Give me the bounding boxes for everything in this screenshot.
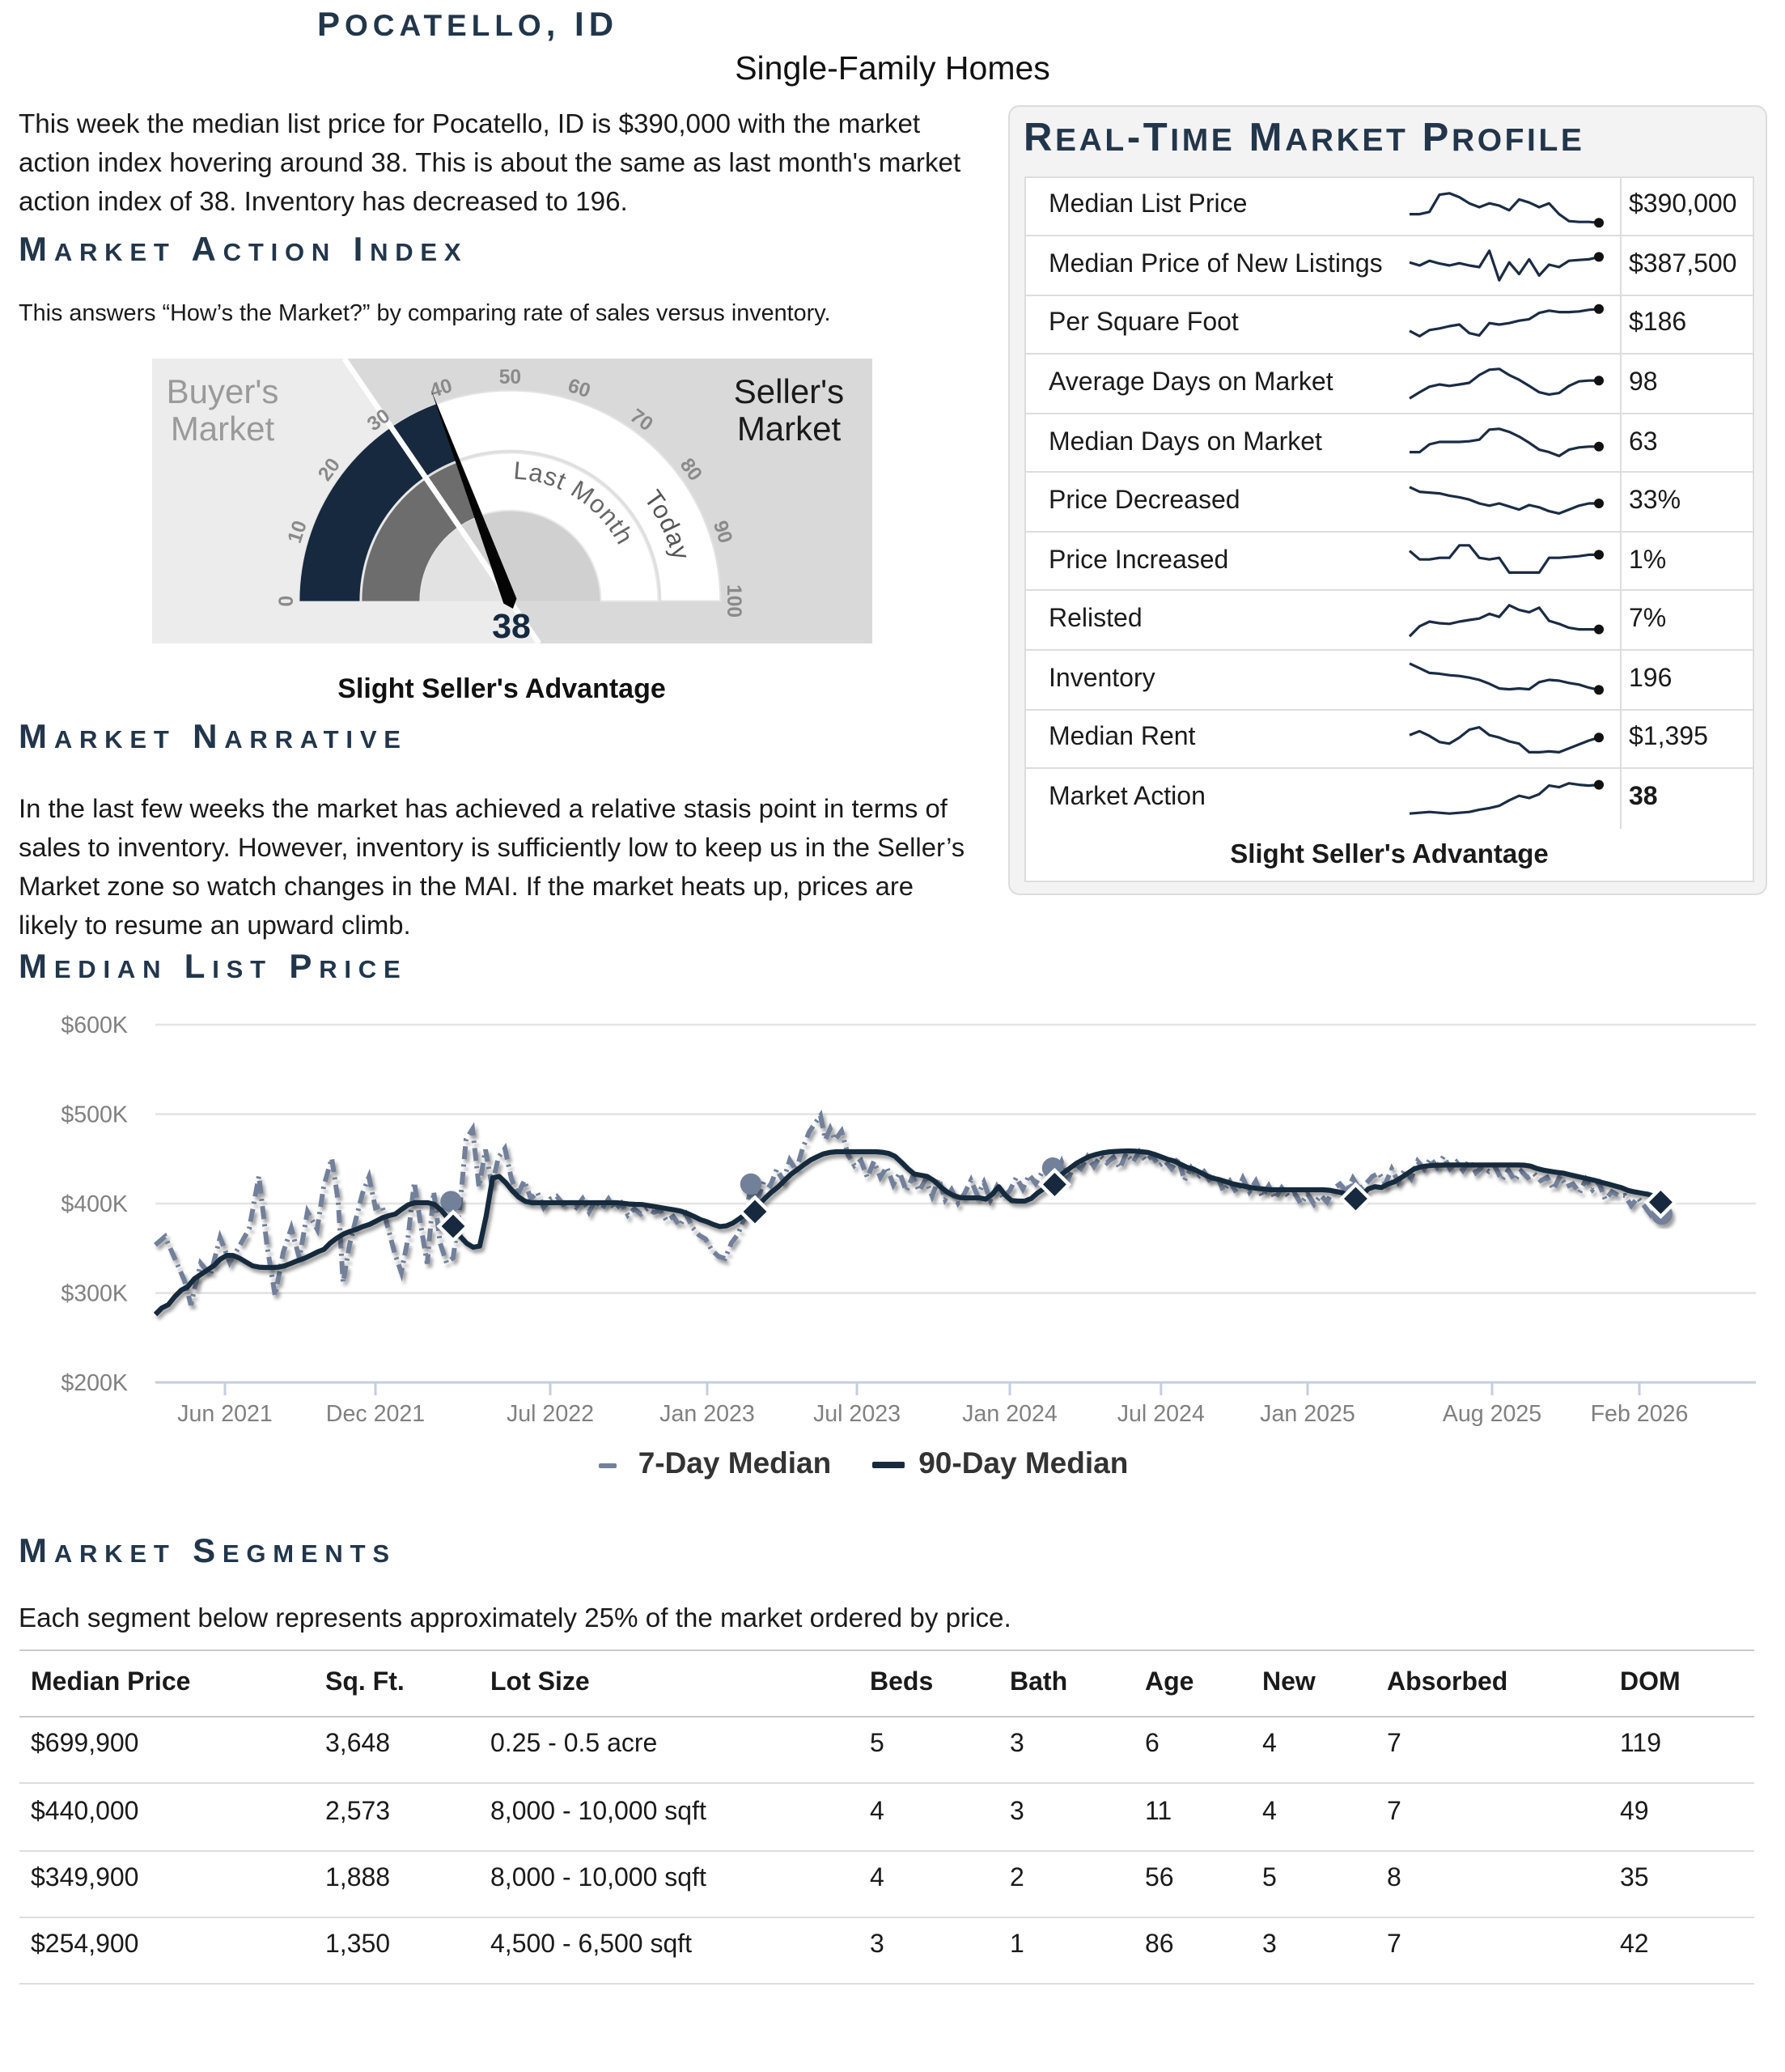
svg-text:$400K: $400K (61, 1191, 128, 1217)
svg-text:Dec 2021: Dec 2021 (326, 1401, 425, 1427)
svg-text:Jul 2023: Jul 2023 (813, 1401, 901, 1427)
svg-text:$600K: $600K (61, 1013, 128, 1038)
svg-text:50: 50 (499, 367, 521, 388)
svg-text:Feb 2026: Feb 2026 (1591, 1401, 1689, 1427)
svg-text:Jun 2021: Jun 2021 (177, 1401, 273, 1427)
svg-text:38: 38 (492, 607, 531, 646)
svg-text:Jul 2024: Jul 2024 (1117, 1401, 1205, 1427)
svg-text:$500K: $500K (61, 1102, 128, 1128)
svg-text:$200K: $200K (61, 1370, 128, 1396)
svg-text:Jan 2023: Jan 2023 (659, 1401, 755, 1427)
svg-text:100: 100 (723, 584, 744, 618)
svg-text:Aug 2025: Aug 2025 (1443, 1401, 1541, 1427)
svg-text:Jul 2022: Jul 2022 (507, 1401, 594, 1427)
svg-text:0: 0 (276, 596, 298, 607)
svg-text:$300K: $300K (61, 1281, 128, 1307)
svg-text:Jan 2024: Jan 2024 (962, 1401, 1058, 1427)
svg-text:Jan 2025: Jan 2025 (1260, 1401, 1355, 1427)
